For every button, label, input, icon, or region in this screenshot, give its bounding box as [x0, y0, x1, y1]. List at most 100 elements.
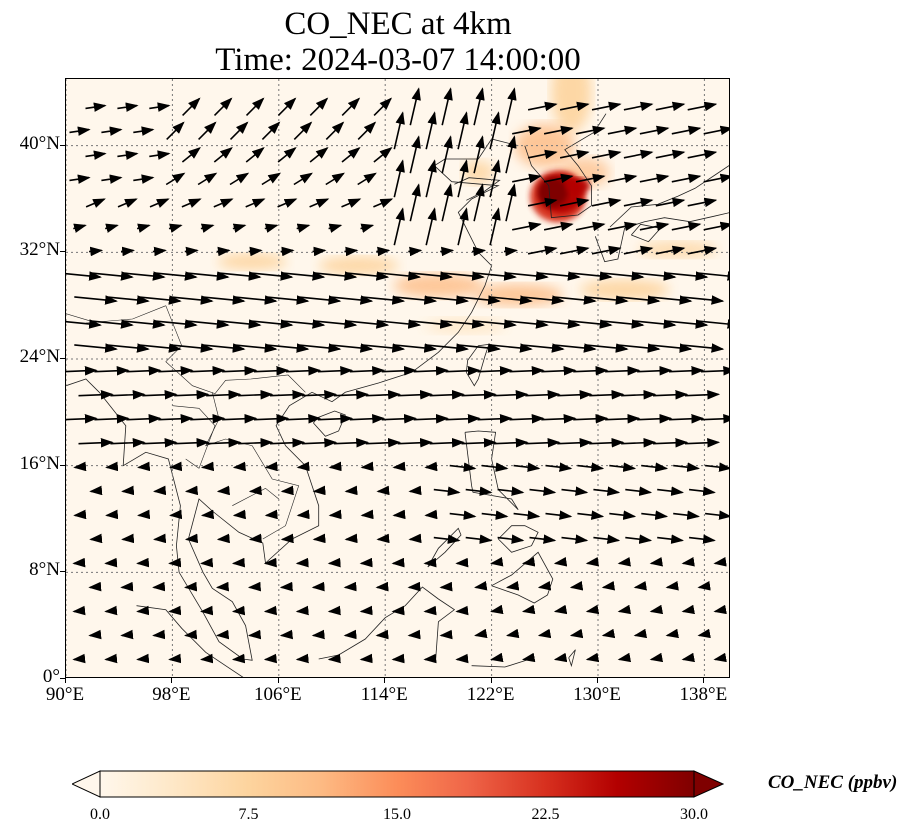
wind-arrow [158, 365, 194, 376]
wind-arrow [253, 413, 290, 424]
wind-arrow [457, 295, 501, 305]
wind-arrow [311, 581, 325, 592]
wind-arrow [215, 581, 230, 592]
wind-arrow [623, 101, 654, 112]
wind-arrow [505, 271, 549, 281]
wind-arrow [333, 389, 369, 400]
wind-arrow [537, 271, 581, 281]
wind-arrow [423, 653, 437, 664]
wind-arrow [537, 628, 552, 639]
wind-arrow [73, 461, 87, 472]
lon-tick-label: 122°E [466, 684, 515, 705]
wind-arrow [472, 246, 487, 257]
wind-arrow [182, 97, 201, 116]
wind-arrow [553, 604, 568, 615]
wind-arrow [545, 462, 573, 472]
lon-tick-mark [703, 678, 705, 683]
wind-arrow [168, 223, 183, 233]
lat-tick-label: 40°N [19, 132, 60, 154]
wind-arrow [617, 604, 632, 615]
co-plume-patch [393, 273, 484, 298]
wind-arrow [423, 605, 437, 616]
wind-arrow [577, 510, 605, 520]
wind-arrow [245, 146, 265, 163]
wind-arrow [393, 295, 438, 305]
wind-arrow [561, 486, 589, 496]
wind-arrow [607, 125, 638, 136]
wind-arrow [296, 223, 311, 233]
wind-arrow [568, 271, 613, 281]
wind-arrow [120, 246, 135, 257]
wind-arrow [280, 485, 294, 496]
wind-arrow [601, 581, 616, 591]
wind-arrow [408, 533, 422, 544]
wind-arrow [393, 159, 405, 198]
wind-arrow [181, 198, 202, 208]
wind-arrow [559, 101, 590, 112]
wind-arrow [607, 173, 638, 184]
wind-arrow [359, 557, 373, 568]
wind-arrow [696, 271, 729, 281]
wind-arrow [521, 557, 536, 567]
wind-arrow [311, 629, 325, 640]
coastline [491, 551, 554, 604]
wind-arrow [413, 413, 449, 424]
wind-arrow [232, 461, 246, 472]
wind-arrow [441, 135, 453, 174]
wind-arrow [457, 207, 469, 246]
wind-arrow [301, 437, 338, 448]
wind-arrow [505, 581, 520, 591]
wind-arrow [512, 125, 542, 136]
wind-arrow [360, 223, 375, 233]
wind-arrow [279, 581, 293, 592]
wind-arrow [489, 207, 501, 246]
wind-arrow [521, 343, 565, 353]
wind-arrow [513, 462, 541, 472]
lat-tick-label: 0° [42, 666, 60, 687]
wind-arrow [361, 295, 406, 305]
wind-arrow [408, 485, 422, 496]
gridlines [66, 79, 729, 677]
wind-arrow [639, 173, 670, 184]
wind-arrow [377, 319, 422, 329]
wind-arrow [200, 461, 215, 472]
wind-arrow [295, 557, 309, 568]
wind-arrow [409, 87, 421, 126]
wind-arrow [222, 413, 258, 424]
coastline [465, 343, 490, 387]
wind-arrow [184, 485, 199, 496]
wind-arrow [373, 146, 393, 163]
wind-arrow [505, 628, 520, 639]
wind-arrow [474, 581, 488, 591]
wind-arrow [136, 653, 150, 664]
wind-vectors [66, 87, 729, 664]
colorbar-tick-label: 7.5 [238, 806, 259, 823]
wind-arrow [101, 174, 123, 184]
wind-arrow [601, 628, 616, 639]
wind-arrow [527, 197, 558, 208]
wind-arrow [700, 413, 729, 424]
wind-arrow [527, 149, 558, 160]
wind-arrow [696, 319, 729, 329]
wind-arrow [633, 628, 648, 639]
wind-arrow [392, 461, 406, 472]
wind-arrow [277, 146, 297, 163]
wind-arrow [391, 653, 405, 664]
wind-arrow [74, 343, 118, 353]
wind-arrow [441, 183, 453, 222]
wind-arrow [85, 102, 107, 112]
wind-arrow [248, 246, 263, 257]
wind-arrow [637, 413, 673, 424]
wind-arrow [117, 150, 139, 160]
wind-arrow [503, 246, 518, 257]
wind-arrow [465, 534, 493, 544]
border-line [66, 313, 93, 322]
wind-arrow [328, 461, 342, 472]
lat-tick-mark [60, 678, 65, 679]
wind-arrow [297, 295, 342, 305]
wind-arrow [232, 509, 246, 520]
wind-arrow [110, 389, 146, 400]
wind-arrow [136, 223, 151, 233]
wind-arrow [652, 389, 689, 400]
wind-arrow [133, 174, 155, 184]
